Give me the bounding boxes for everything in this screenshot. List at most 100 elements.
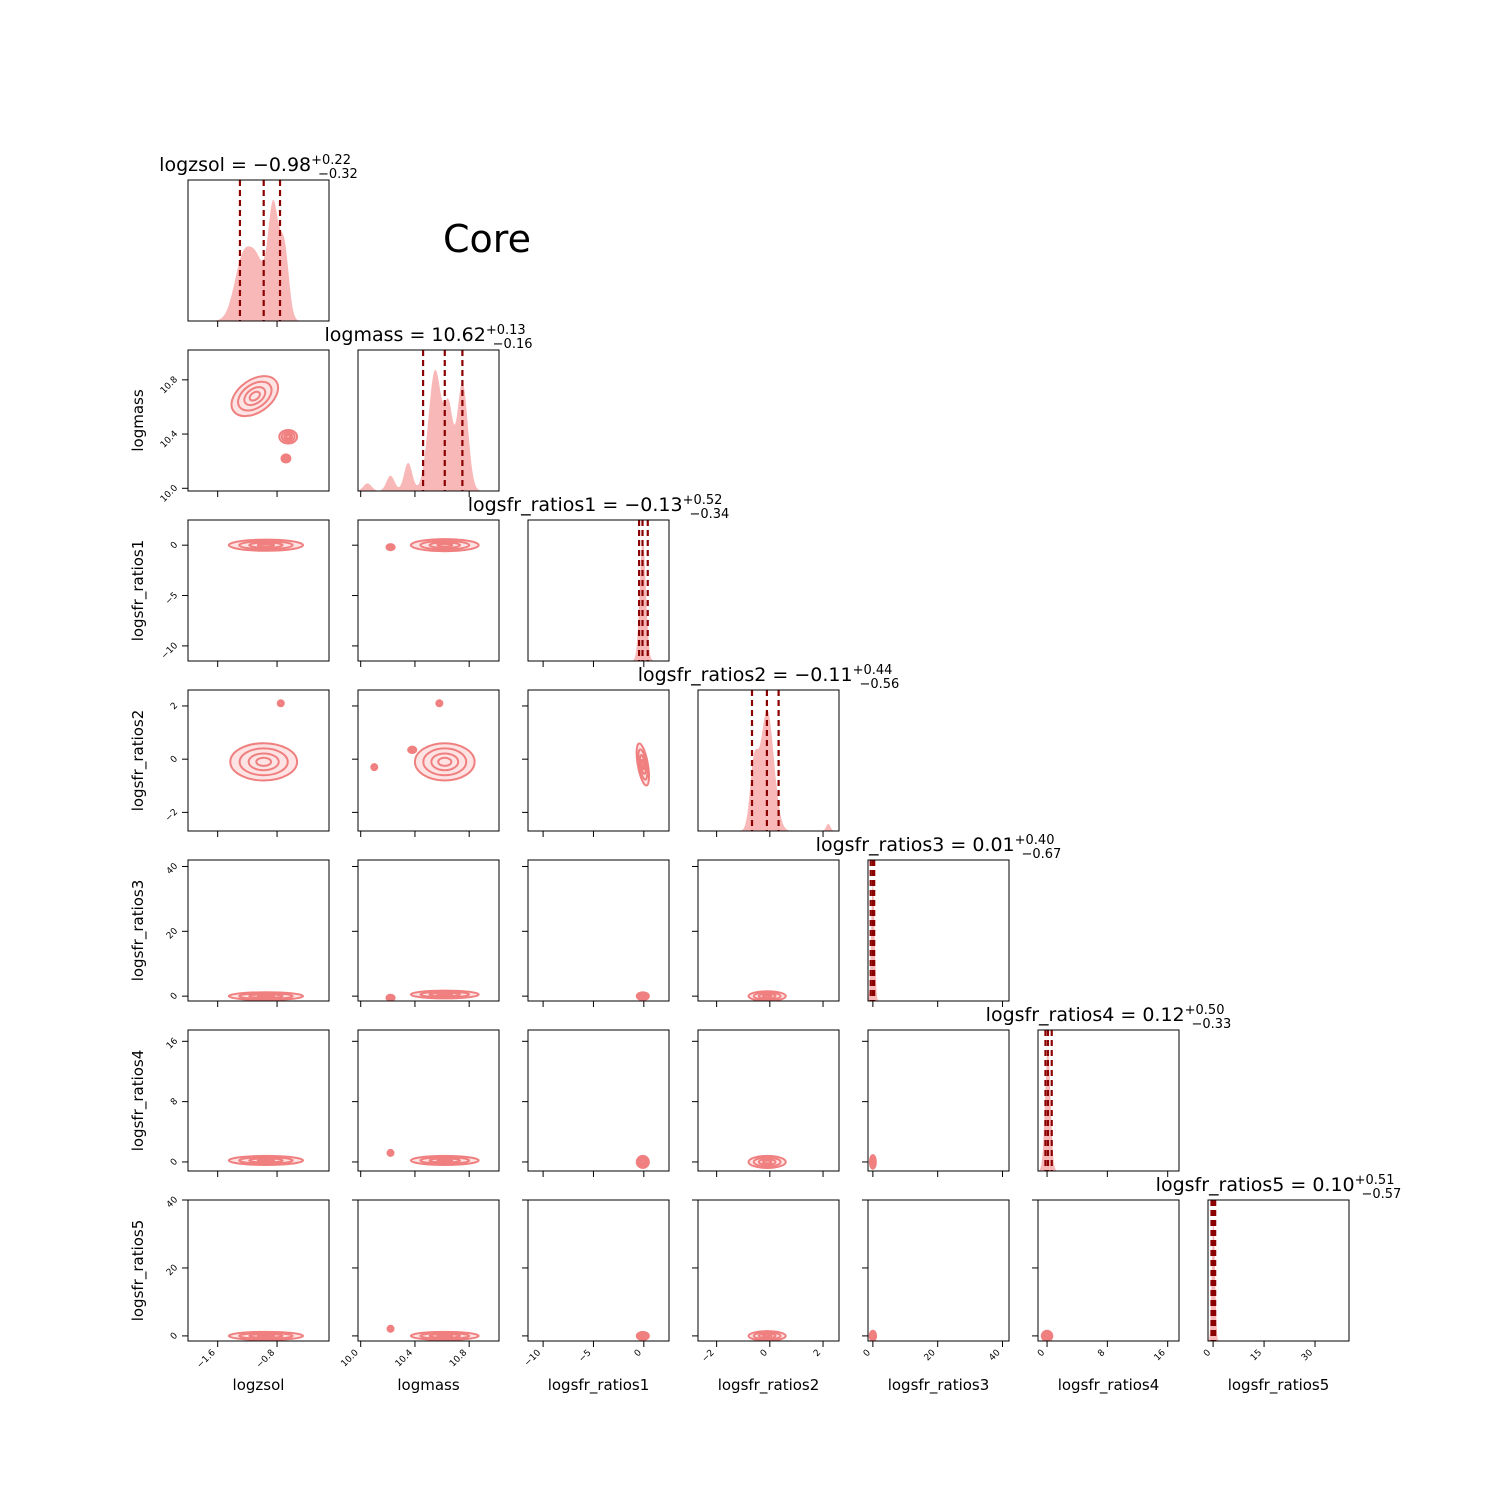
panel-frame xyxy=(527,689,670,832)
title-minus-logsfr_ratios1: −0.34 xyxy=(689,507,729,522)
panel-content xyxy=(635,1154,650,1169)
title-main-logsfr_ratios4: logsfr_ratios4 = 0.12 xyxy=(986,1004,1185,1026)
title-logsfr_ratios5: logsfr_ratios5 = 0.10+0.51 −0.57 xyxy=(1156,1173,1402,1202)
panel-frame xyxy=(527,1199,670,1342)
contour-6-2-0-3 xyxy=(640,1334,646,1338)
title-main-logsfr_ratios2: logsfr_ratios2 = −0.11 xyxy=(638,664,853,686)
contour-6-5-0-2 xyxy=(1043,1332,1051,1340)
density-area-logsfr_ratios4 xyxy=(1038,1049,1179,1171)
contour-5-3-0-2 xyxy=(757,1158,777,1166)
contour-4-3-0-2 xyxy=(757,992,777,1000)
density-area-logmass xyxy=(358,369,499,491)
contour-2-1-0-3 xyxy=(436,542,454,548)
x-tick-label: 0 xyxy=(1202,1348,1213,1359)
y-axis-label-logsfr_ratios4: logsfr_ratios4 xyxy=(129,1050,148,1152)
panel-frame xyxy=(187,179,330,322)
x-tick-label: 0 xyxy=(862,1348,873,1359)
x-tick-label: −1.6 xyxy=(195,1348,218,1371)
panel-frame xyxy=(187,519,330,662)
panel-content xyxy=(1208,1200,1349,1341)
panel-content xyxy=(635,991,650,1001)
panel-4-3 xyxy=(692,859,840,1007)
panel-frame xyxy=(357,1199,500,1342)
panel-2-0: −10 −5 0 xyxy=(160,519,330,667)
y-tick-label: 20 xyxy=(165,926,180,941)
title-plus-logsfr_ratios1: +0.52 xyxy=(683,493,723,508)
panel-content xyxy=(1040,1329,1054,1341)
title-minus-logsfr_ratios4: −0.33 xyxy=(1191,1017,1231,1032)
contour-4-1-0-3 xyxy=(436,992,454,997)
panel-5-3 xyxy=(692,1029,840,1177)
panel-2-2: logsfr_ratios1 = −0.13+0.52 −0.34 xyxy=(468,493,729,667)
x-tick-label: 40 xyxy=(987,1348,1002,1363)
contour-5-0-0-3 xyxy=(256,1158,276,1163)
panel-1-0: 10.0 10.4 10.8 xyxy=(159,349,330,505)
y-tick-label: 10.4 xyxy=(159,429,180,450)
density-area-logsfr_ratios5 xyxy=(1208,1219,1349,1341)
title-plus-logsfr_ratios5: +0.51 xyxy=(1355,1173,1395,1188)
x-tick-label: −2 xyxy=(700,1348,716,1364)
contour-3-1-0-2 xyxy=(430,752,460,772)
contour-3-1-1-3 xyxy=(410,748,415,752)
panel-frame xyxy=(187,1199,330,1342)
panel-content xyxy=(386,1324,480,1341)
panel-frame xyxy=(697,859,840,1002)
y-tick-label: 0 xyxy=(169,540,180,551)
contour-6-3-0-3 xyxy=(762,1333,773,1338)
x-tick-label: 30 xyxy=(1300,1348,1315,1363)
panel-content xyxy=(188,180,329,321)
title-main-logsfr_ratios5: logsfr_ratios5 = 0.10 xyxy=(1156,1174,1355,1196)
x-tick-label: 2 xyxy=(812,1348,823,1359)
contour-2-1-0-2 xyxy=(428,541,462,549)
contour-4-0-0-1 xyxy=(238,992,294,1000)
panel-6-2: −10 −5 0 xyxy=(522,1199,670,1369)
y-tick-label: −5 xyxy=(164,591,180,607)
title-main-logzsol: logzsol = −0.98 xyxy=(159,154,311,176)
contour-1-0-1-2 xyxy=(283,432,294,441)
x-tick-label: 0 xyxy=(1036,1348,1047,1359)
panel-frame xyxy=(1037,1199,1180,1342)
title-minus-logsfr_ratios5: −0.57 xyxy=(1361,1187,1401,1202)
x-axis-label-logsfr_ratios2: logsfr_ratios2 xyxy=(718,1376,820,1395)
contour-6-1-0-3 xyxy=(436,1334,454,1338)
x-tick-label: 20 xyxy=(923,1348,938,1363)
y-axis-label-logsfr_ratios5: logsfr_ratios5 xyxy=(129,1220,148,1322)
panel-content xyxy=(370,699,476,782)
contour-5-1-1-3 xyxy=(388,1151,393,1155)
y-tick-label: 16 xyxy=(165,1036,180,1051)
contour-5-1-0-3 xyxy=(436,1158,454,1163)
panel-frame xyxy=(527,1029,670,1172)
contour-2-1-0-1 xyxy=(419,539,471,551)
density-area-logsfr_ratios1 xyxy=(528,539,669,661)
panel-6-0: −1.6 −0.8 0 20 40 xyxy=(165,1195,330,1371)
panel-content xyxy=(747,1330,787,1341)
contour-2-0-0-1 xyxy=(238,540,294,551)
panel-content xyxy=(747,990,787,1001)
contour-3-1-0-1 xyxy=(422,747,468,777)
contour-4-2-0-1 xyxy=(637,992,649,1000)
panel-content xyxy=(385,989,480,1001)
panel-3-0: −2 0 2 xyxy=(164,689,330,837)
contour-5-1-0-1 xyxy=(419,1156,471,1165)
y-tick-label: 0 xyxy=(169,1157,180,1168)
title-logzsol: logzsol = −0.98+0.22 −0.32 xyxy=(159,153,358,182)
panel-3-3: logsfr_ratios2 = −0.11+0.44 −0.56 xyxy=(638,663,899,837)
x-tick-label: 0 xyxy=(633,1348,644,1359)
title-logmass: logmass = 10.62+0.13 −0.16 xyxy=(325,323,533,352)
panel-5-1 xyxy=(352,1029,500,1177)
contour-1-0-0-1 xyxy=(237,380,273,412)
contour-4-3-0-3 xyxy=(762,994,773,999)
panel-4-1 xyxy=(352,859,500,1007)
contour-3-2-0-2 xyxy=(639,754,647,775)
panel-6-6: logsfr_ratios5 = 0.10+0.51 −0.57 0 15 30 xyxy=(1156,1173,1402,1363)
panel-frame xyxy=(357,859,500,1002)
x-axis-label-logzsol: logzsol xyxy=(233,1376,285,1394)
panel-frame xyxy=(867,1199,1010,1342)
y-tick-label: 10.8 xyxy=(159,375,180,396)
panel-frame xyxy=(187,859,330,1002)
title-main-logmass: logmass = 10.62 xyxy=(325,324,486,346)
contour-2-0-0-3 xyxy=(256,542,276,548)
title-minus-logmass: −0.16 xyxy=(493,337,533,352)
x-axis-label-logsfr_ratios5: logsfr_ratios5 xyxy=(1228,1376,1330,1395)
x-tick-label: 10.4 xyxy=(394,1348,415,1369)
